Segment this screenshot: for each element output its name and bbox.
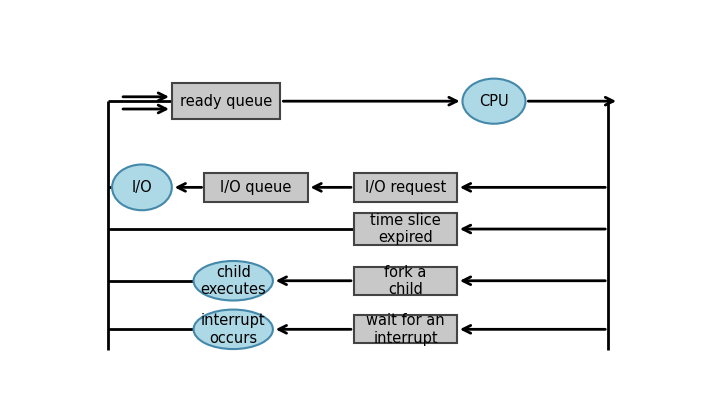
Text: I/O queue: I/O queue <box>220 180 292 195</box>
Ellipse shape <box>112 164 172 210</box>
Text: wait for an
interrupt: wait for an interrupt <box>366 313 444 346</box>
FancyBboxPatch shape <box>354 267 457 295</box>
FancyBboxPatch shape <box>205 173 308 202</box>
Text: child
executes: child executes <box>200 265 266 297</box>
FancyBboxPatch shape <box>354 173 457 202</box>
Text: CPU: CPU <box>479 94 509 109</box>
FancyBboxPatch shape <box>354 315 457 344</box>
FancyBboxPatch shape <box>354 213 457 245</box>
Ellipse shape <box>193 261 273 300</box>
FancyBboxPatch shape <box>172 83 280 119</box>
Text: I/O: I/O <box>132 180 152 195</box>
Ellipse shape <box>193 310 273 349</box>
Text: time slice
expired: time slice expired <box>370 213 441 245</box>
Text: fork a
child: fork a child <box>384 265 427 297</box>
Text: ready queue: ready queue <box>180 94 272 109</box>
Ellipse shape <box>463 79 526 124</box>
Text: I/O request: I/O request <box>365 180 446 195</box>
Text: interrupt
occurs: interrupt occurs <box>201 313 266 346</box>
